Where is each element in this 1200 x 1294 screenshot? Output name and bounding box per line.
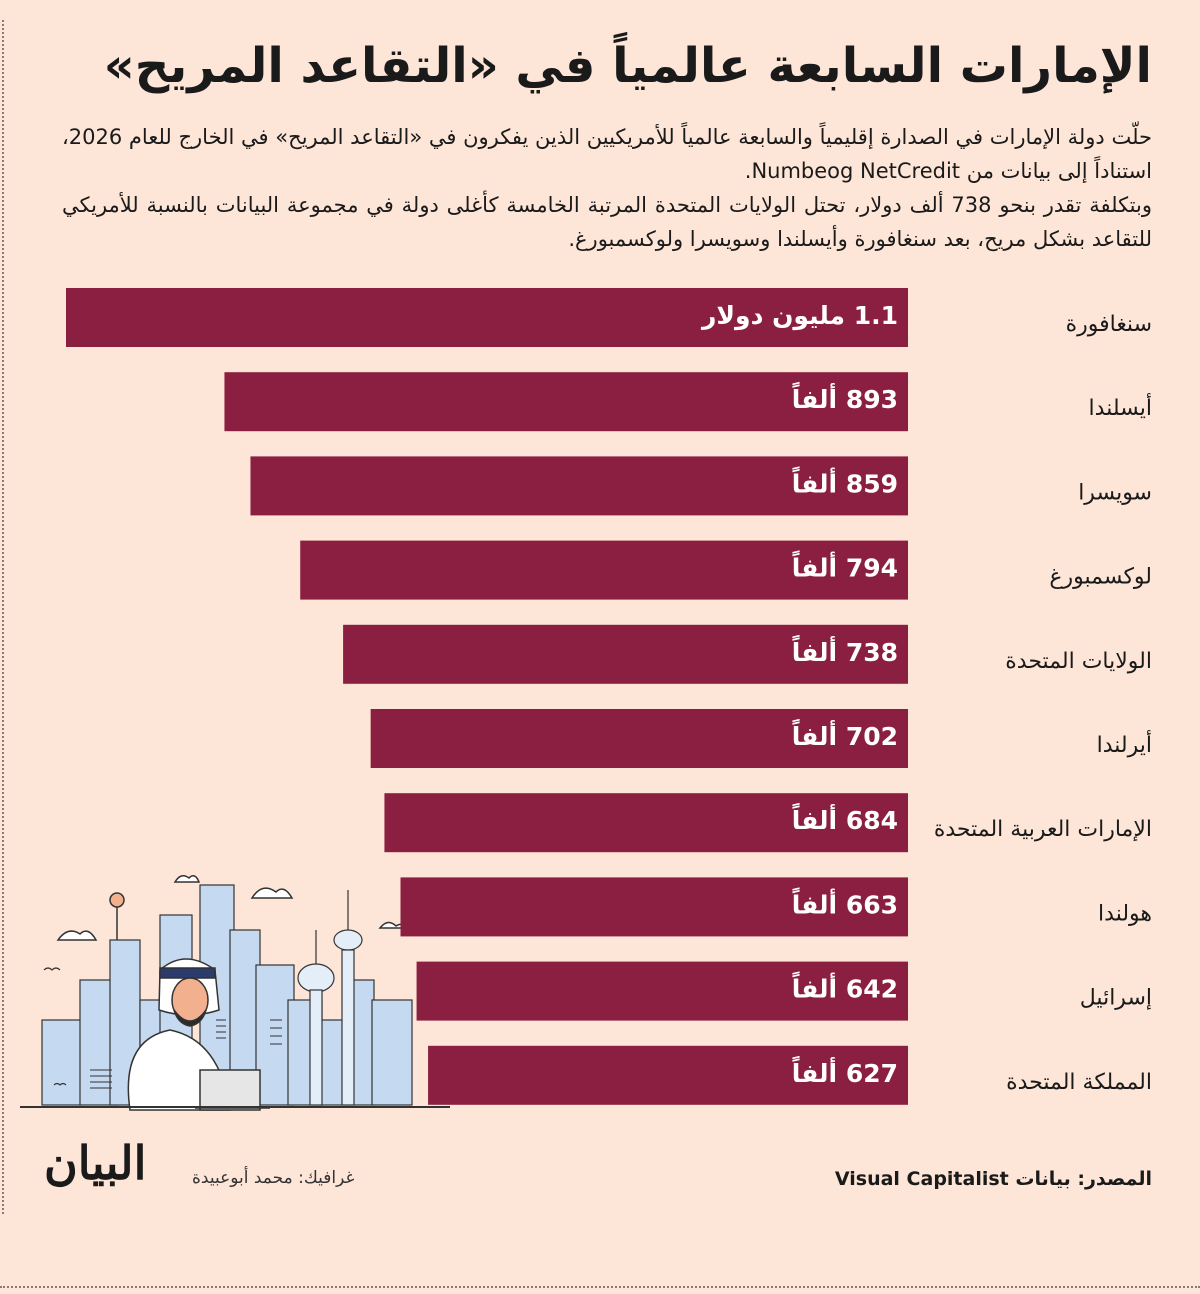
bar-value-label: 627 ألفاً (792, 1055, 898, 1087)
left-dotted-border (2, 20, 4, 1214)
category-label: المملكة المتحدة (1006, 1070, 1152, 1095)
bar-value-label: 794 ألفاً (792, 550, 898, 582)
description-paragraph-1: حلّت دولة الإمارات في الصدارة إقليمياً و… (62, 125, 1152, 183)
bar-5 (343, 624, 908, 684)
category-label: أيرلندا (1097, 730, 1152, 758)
category-label: الولايات المتحدة (1005, 649, 1152, 674)
bar-value-label: 859 ألفاً (792, 466, 898, 498)
bar-value-label: 663 ألفاً (792, 887, 898, 919)
bottom-dotted-border (0, 1286, 1200, 1288)
source-text: المصدر: بيانات Visual Capitalist (834, 1168, 1152, 1190)
category-label: سنغافورة (1066, 312, 1152, 337)
description: حلّت دولة الإمارات في الصدارة إقليمياً و… (62, 120, 1152, 256)
bar-value-label: 1.1 مليون دولار (700, 301, 898, 331)
bar-value-label: 642 ألفاً (792, 971, 898, 1003)
bar-2 (224, 372, 908, 432)
bar-value-label: 738 ألفاً (792, 634, 898, 666)
bar-8 (400, 877, 908, 937)
bar-9 (416, 961, 908, 1021)
bar-value-label: 684 ألفاً (792, 803, 898, 835)
bar-10 (428, 1045, 908, 1105)
category-label: إسرائيل (1080, 986, 1152, 1011)
bar-chart: 1.1 مليون دولار سنغافورة 893 ألفاً أيسلندا 8… (66, 288, 1152, 1105)
category-label: الإمارات العربية المتحدة (934, 817, 1152, 842)
category-label: هولندا (1098, 901, 1152, 926)
page-title: الإمارات السابعة عالمياً في «التقاعد الم… (103, 38, 1152, 94)
bar-1 (66, 288, 908, 347)
category-label: أيسلندا (1089, 393, 1152, 421)
brand-logo: البيان (44, 1136, 147, 1190)
bar-value-label: 893 ألفاً (792, 382, 898, 414)
bar-4 (300, 540, 908, 600)
graphic-credit: غرافيك: محمد أبوعبيدة (192, 1168, 355, 1188)
category-label: سويسرا (1078, 480, 1152, 505)
bar-value-label: 702 ألفاً (792, 719, 898, 751)
man-at-laptop-city-skyline-icon (20, 875, 450, 1111)
bar-6 (370, 709, 909, 768)
bar-7 (384, 793, 908, 853)
category-label: لوكسمبورغ (1049, 565, 1152, 590)
bar-3 (250, 456, 908, 516)
description-paragraph-2: وبتكلفة تقدر بنحو 738 ألف دولار، تحتل ال… (62, 193, 1152, 251)
